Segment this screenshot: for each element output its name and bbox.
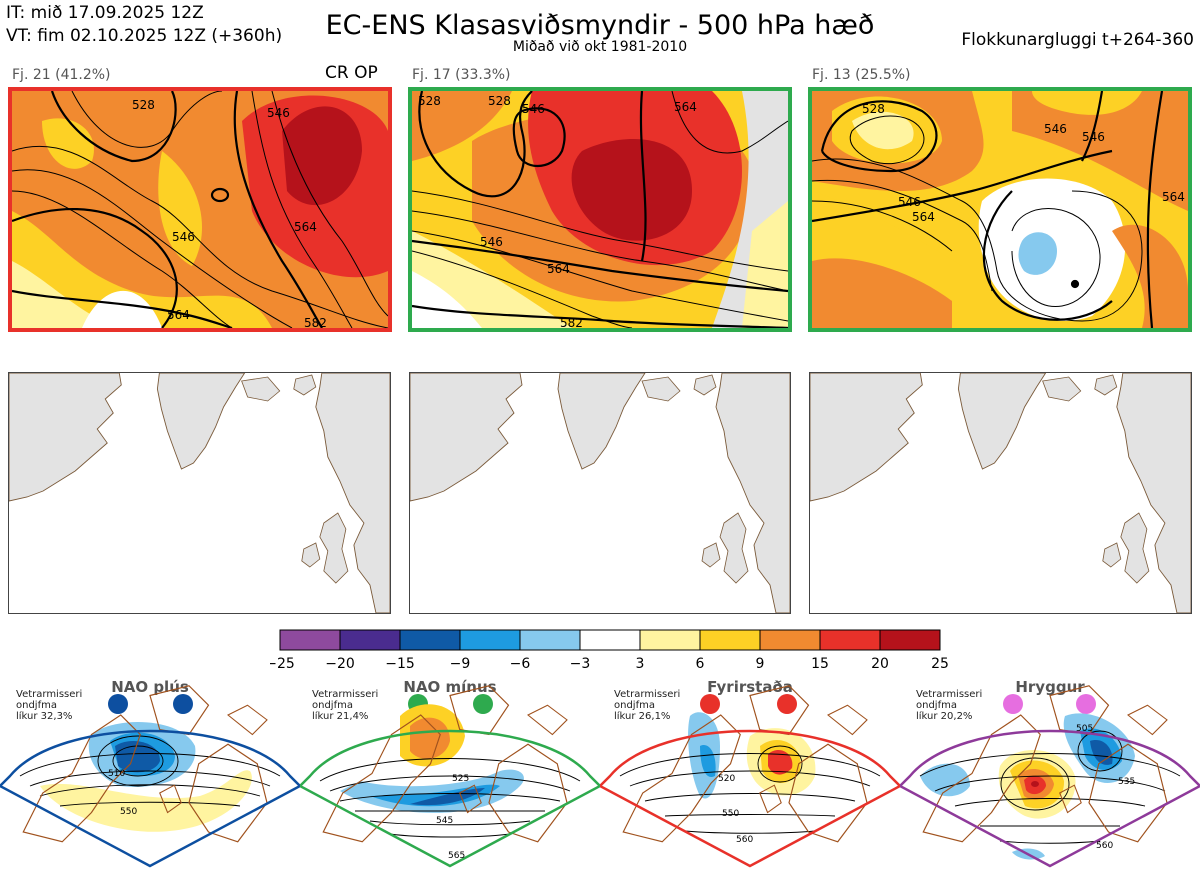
colorbar-tick: −25 — [270, 656, 295, 672]
contour-label: 564 — [1162, 190, 1185, 204]
contour-label: 546 — [267, 106, 290, 120]
cluster-2-field: 528 528 546 546 564 564 582 — [412, 91, 788, 328]
colorbar-cell — [279, 629, 341, 651]
cluster-3-contour-labels: 528 546 546 546 564 564 — [862, 102, 1185, 224]
colorbar-cell — [819, 629, 881, 651]
colorbar: −25 −20 −15 −9 −6 −3 3 6 9 15 20 25 — [270, 629, 949, 672]
svg-text:505: 505 — [1076, 724, 1093, 734]
colorbar-tick: −6 — [510, 656, 531, 672]
colorbar-cell — [579, 629, 641, 651]
contour-label: 564 — [547, 262, 570, 276]
colorbar-tick: 25 — [931, 656, 949, 672]
cluster-1-tag: CR OP — [325, 63, 378, 83]
regime-map: 505 535 560 — [900, 685, 1200, 868]
cluster-1-map: 528 546 546 564 564 582 — [8, 87, 392, 332]
svg-text:510: 510 — [108, 769, 125, 779]
cluster-2-map: 528 528 546 546 564 564 582 — [408, 87, 792, 332]
regime-map: 510 550 — [0, 685, 300, 868]
svg-text:545: 545 — [436, 816, 453, 826]
contour-label: 528 — [862, 102, 885, 116]
regime-nao-minus: NAO mínus Vetrarmisseri ondjfma líkur 21,4… — [300, 676, 600, 871]
colorbar-tick: 3 — [636, 656, 645, 672]
contour-label: 546 — [522, 102, 545, 116]
contour-label: 528 — [488, 94, 511, 108]
colorbar-cell — [399, 629, 461, 651]
cluster-1-field: 528 546 546 564 564 582 — [12, 91, 388, 328]
contour-label: 546 — [898, 195, 921, 209]
contour-label: 546 — [1082, 130, 1105, 144]
colorbar-cell — [639, 629, 701, 651]
colorbar-tick: 6 — [696, 656, 705, 672]
regime-note: Vetrarmisseri ondjfma líkur 32,3% — [16, 689, 83, 722]
contour-label: 564 — [912, 210, 935, 224]
valid-time: VT: fim 02.10.2025 12Z (+360h) — [6, 26, 283, 46]
colorbar-cell — [759, 629, 821, 651]
contour-label: 546 — [172, 230, 195, 244]
regime-map: 520 550 560 — [600, 685, 900, 868]
cluster-1-label: Fj. 21 (41.2%) — [12, 67, 111, 83]
contour-label: 564 — [674, 100, 697, 114]
svg-text:520: 520 — [718, 774, 735, 784]
regime-title: NAO mínus — [403, 678, 497, 696]
contour-label: 582 — [560, 316, 583, 328]
cluster-1-contour-labels: 528 546 546 564 564 582 — [132, 98, 327, 328]
colorbar-tick: −15 — [385, 656, 415, 672]
regime-note: Vetrarmisseri ondjfma líkur 20,2% — [916, 689, 983, 722]
basemap-2 — [409, 372, 791, 614]
colorbar-tick: 15 — [811, 656, 829, 672]
basemap-1 — [8, 372, 391, 614]
contour-label: 582 — [304, 316, 327, 328]
svg-text:550: 550 — [722, 809, 739, 819]
colorbar-cell — [459, 629, 521, 651]
cluster-2-label: Fj. 17 (33.3%) — [412, 67, 511, 83]
colorbar-tick: 20 — [871, 656, 889, 672]
svg-text:525: 525 — [452, 774, 469, 784]
svg-text:550: 550 — [120, 807, 137, 817]
colorbar-cell — [879, 629, 941, 651]
svg-text:565: 565 — [448, 851, 465, 861]
contour-label: 564 — [294, 220, 317, 234]
init-time: IT: mið 17.09.2025 12Z — [6, 3, 204, 23]
cluster-3-field: 528 546 546 546 564 564 — [812, 91, 1188, 328]
regime-nao-plus: NAO plús Vetrarmisseri ondjfma líkur 32,3%… — [0, 676, 300, 871]
classification-window: Flokkunargluggi t+264-360 — [961, 30, 1194, 50]
regime-title: Fyrirstaða — [707, 678, 793, 696]
colorbar-tick: −3 — [570, 656, 591, 672]
header-info: IT: mið 17.09.2025 12Z VT: fim 02.10.202… — [6, 2, 282, 48]
colorbar-tick: −9 — [450, 656, 471, 672]
colorbar-tick: −20 — [325, 656, 355, 672]
cluster-3-map: 528 546 546 546 564 564 — [808, 87, 1192, 332]
regime-note: Vetrarmisseri ondjfma líkur 26,1% — [614, 689, 681, 722]
regime-map: 525 545 565 — [300, 685, 600, 868]
svg-text:535: 535 — [1118, 777, 1135, 787]
contour-label: 546 — [1044, 122, 1067, 136]
regime-ridge: Hryggur Vetrarmisseri ondjfma líkur 20,2% … — [900, 676, 1200, 871]
colorbar-tick: 9 — [756, 656, 765, 672]
svg-text:560: 560 — [1096, 841, 1113, 851]
svg-text:560: 560 — [736, 835, 753, 845]
contour-label: 528 — [418, 94, 441, 108]
page-subtitle: Miðað við okt 1981-2010 — [512, 39, 688, 55]
contour-label: 528 — [132, 98, 155, 112]
cluster-2-contour-labels: 528 528 546 546 564 564 582 — [418, 94, 697, 328]
basemap-3 — [809, 372, 1192, 614]
regime-blocking: Fyrirstaða Vetrarmisseri ondjfma líkur 26,… — [600, 676, 900, 871]
colorbar-cell — [519, 629, 581, 651]
colorbar-cell — [339, 629, 401, 651]
cluster-3-label: Fj. 13 (25.5%) — [812, 67, 911, 83]
colorbar-cell — [699, 629, 761, 651]
regime-title: NAO plús — [111, 678, 189, 696]
contour-label: 546 — [480, 235, 503, 249]
contour-label: 564 — [167, 308, 190, 322]
page-title: EC-ENS Klasasviðsmyndir - 500 hPa hæð — [325, 10, 875, 41]
regime-note: Vetrarmisseri ondjfma líkur 21,4% — [312, 689, 379, 722]
